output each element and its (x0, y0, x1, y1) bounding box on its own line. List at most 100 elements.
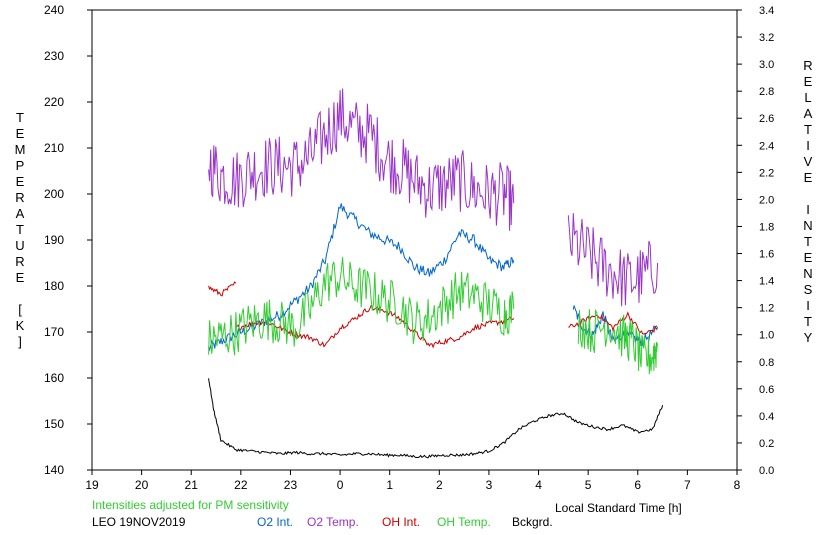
y-right-tick-label: 3.0 (759, 59, 774, 71)
axis-label-letter: T (16, 222, 24, 237)
y-right-tick-label: 1.4 (759, 276, 774, 288)
x-axis-label: Local Standard Time [h] (555, 501, 682, 515)
x-tick-label: 5 (585, 478, 592, 492)
y-right-tick-label: 0.6 (759, 384, 774, 396)
y-left-tick-label: 140 (44, 463, 64, 477)
station-date: LEO 19NOV2019 (92, 515, 186, 529)
x-tick-label: 0 (337, 478, 344, 492)
series-line-o2-int (208, 203, 515, 352)
legend-item-bckgrd: Bckgrd. (512, 515, 553, 529)
axis-label-letter: T (804, 314, 812, 329)
series-line-oh-int (208, 281, 237, 297)
y-left-tick-label: 180 (44, 279, 64, 293)
y-axis-left: 140 150 160 170 180 190 200 210 220 230 240 (44, 3, 92, 477)
x-tick-label: 20 (135, 478, 149, 492)
x-tick-label: 3 (486, 478, 493, 492)
axis-label-letter (10, 286, 30, 302)
y-right-tick-label: 2.6 (759, 113, 774, 125)
legend-item-oh-temp: OH Temp. (437, 515, 491, 529)
axis-label-letter: I (806, 202, 810, 217)
y-right-tick-label: 0.4 (759, 411, 774, 423)
axis-label-letter: R (15, 190, 25, 205)
axis-label-letter: A (803, 106, 813, 121)
series-line-o2-temp (567, 213, 659, 307)
y-right-tick-label: 1.2 (759, 303, 774, 315)
x-tick-label: 21 (185, 478, 199, 492)
axis-label-letter: E (15, 174, 25, 189)
x-tick-label: 6 (634, 478, 641, 492)
y-left-tick-label: 230 (44, 49, 64, 63)
series-layer (208, 88, 664, 459)
axis-label-letter: U (15, 238, 25, 253)
series-line-oh-int (568, 311, 658, 335)
axis-label-letter: V (803, 154, 813, 169)
y-left-tick-label: 240 (44, 3, 64, 17)
axis-label-letter: T (804, 234, 812, 249)
y-left-tick-label: 190 (44, 233, 64, 247)
y-left-tick-label: 160 (44, 371, 64, 385)
axis-label-letter: S (803, 282, 813, 297)
legend-item-o2-int: O2 Int. (257, 515, 294, 529)
y-right-tick-label: 1.8 (759, 221, 774, 233)
axis-label-letter: R (15, 254, 25, 269)
x-tick-label: 8 (734, 478, 741, 492)
axis-label-letter: M (14, 142, 26, 157)
x-tick-label: 1 (386, 478, 393, 492)
legend-item-o2-temp: O2 Temp. (307, 515, 359, 529)
y-axis-right: 0.0 0.2 0.4 0.6 0.8 1.0 1.2 1.4 1.6 1.8 2.0 2.2 2.4 2… (737, 5, 774, 477)
axis-label-letter: K (15, 318, 25, 333)
y-left-tick-label: 210 (44, 141, 64, 155)
legend-item-oh-int: OH Int. (382, 515, 421, 529)
y-left-tick-label: 170 (44, 325, 64, 339)
axis-label-letter: A (15, 206, 25, 221)
y-right-tick-label: 3.4 (759, 5, 774, 17)
y-left-tick-label: 150 (44, 417, 64, 431)
x-tick-label: 22 (234, 478, 248, 492)
axis-label-letter: E (803, 74, 813, 89)
axis-label-letter: N (803, 266, 813, 281)
x-tick-label: 19 (85, 478, 99, 492)
y-right-tick-label: 2.8 (759, 86, 774, 98)
axis-label-letter: N (803, 218, 813, 233)
axis-label-letter: R (803, 58, 813, 73)
axis-label-letter: E (803, 170, 813, 185)
axis-label-letter: ] (18, 334, 22, 349)
y-left-tick-label: 200 (44, 187, 64, 201)
axis-label-letter: I (806, 298, 810, 313)
axis-label-letter: T (804, 122, 812, 137)
axis-label-letter: T (16, 110, 24, 125)
x-tick-label: 4 (535, 478, 542, 492)
axis-label-letter: L (804, 90, 812, 105)
axis-label-letter: E (15, 126, 25, 141)
series-line-o2-temp (208, 88, 515, 231)
axis-label-letter: P (15, 158, 25, 173)
x-tick-label: 2 (436, 478, 443, 492)
y-right-tick-label: 0.2 (759, 438, 774, 450)
y-right-tick-label: 1.6 (759, 249, 774, 261)
axis-label-letter: E (15, 270, 25, 285)
y-right-tick-label: 0.8 (759, 357, 774, 369)
axis-label-letter: [ (18, 302, 22, 317)
y-right-tick-label: 0.0 (759, 465, 774, 477)
y-left-tick-label: 220 (44, 95, 64, 109)
axis-label-letter (798, 186, 818, 202)
y-right-tick-label: 3.2 (759, 32, 774, 44)
series-line-bckgrd (208, 378, 664, 459)
axis-label-letter: I (806, 138, 810, 153)
axis-label-letter: E (803, 250, 813, 265)
y-right-tick-label: 2.2 (759, 167, 774, 179)
y-right-tick-label: 1.0 (759, 330, 774, 342)
y-right-tick-label: 2.0 (759, 194, 774, 206)
plot-frame (91, 9, 738, 471)
series-line-oh-temp (208, 257, 515, 356)
series-line-oh-temp (577, 308, 659, 375)
x-axis: 19 20 21 22 23 0 1 2 3 4 5 6 7 8 (85, 470, 741, 492)
y-right-tick-label: 2.4 (759, 140, 774, 152)
axis-label-letter: Y (803, 330, 813, 345)
x-tick-label: 7 (684, 478, 691, 492)
x-tick-label: 23 (284, 478, 298, 492)
sensitivity-note: Intensities adjusted for PM sensitivity (92, 498, 289, 512)
